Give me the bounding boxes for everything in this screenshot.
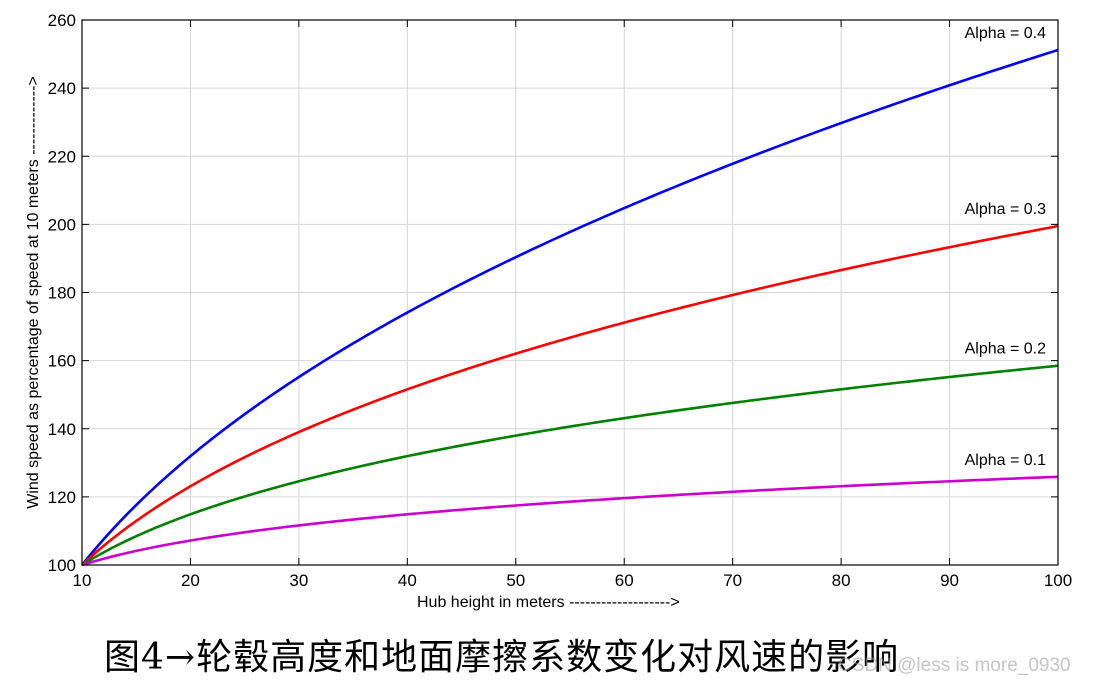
y-tick-label: 200 (48, 215, 76, 234)
y-tick-label: 220 (48, 147, 76, 166)
y-tick-label: 120 (48, 488, 76, 507)
x-tick-label: 50 (506, 571, 525, 590)
series-label: Alpha = 0.2 (965, 341, 1047, 358)
figure-caption: 图4→轮毂高度和地面摩擦系数变化对风速的影响 (104, 637, 900, 678)
y-tick-label: 140 (48, 420, 76, 439)
y-tick-label: 160 (48, 352, 76, 371)
y-tick-label: 240 (48, 79, 76, 98)
x-tick-label: 100 (1044, 571, 1072, 590)
series-annotations: Alpha = 0.4 Alpha = 0.3 Alpha = 0.2 Alpha =… (965, 25, 1047, 469)
x-tick-label: 90 (940, 571, 959, 590)
series-label: Alpha = 0.1 (965, 452, 1047, 469)
series-line-2 (81, 364, 1059, 567)
x-tick-label: 20 (181, 571, 200, 590)
y-tick-label: 180 (48, 284, 76, 303)
tick-labels: 10 20 30 40 50 60 70 80 90 100 100 120 140 160 180 200 2… (48, 11, 1073, 590)
series-line-3 (81, 475, 1059, 567)
tick-marks (81, 19, 1059, 566)
x-tick-label: 30 (289, 571, 308, 590)
y-tick-label: 260 (48, 11, 76, 30)
x-tick-label: 60 (615, 571, 634, 590)
y-tick-label: 100 (48, 556, 76, 575)
series-label: Alpha = 0.3 (965, 201, 1047, 218)
series-line-0 (80, 48, 1059, 566)
watermark: CSDN @less is more_0930 (838, 655, 1071, 676)
x-tick-label: 10 (73, 571, 92, 590)
y-axis-label: Wind speed as percentage of speed at 10 … (25, 76, 42, 509)
x-tick-label: 80 (832, 571, 851, 590)
x-tick-label: 40 (398, 571, 417, 590)
x-tick-label: 70 (723, 571, 742, 590)
series-line-1 (81, 224, 1059, 566)
series-lines (80, 48, 1059, 567)
x-axis-label: Hub height in meters -------------------… (417, 594, 680, 611)
series-label: Alpha = 0.4 (965, 25, 1047, 42)
